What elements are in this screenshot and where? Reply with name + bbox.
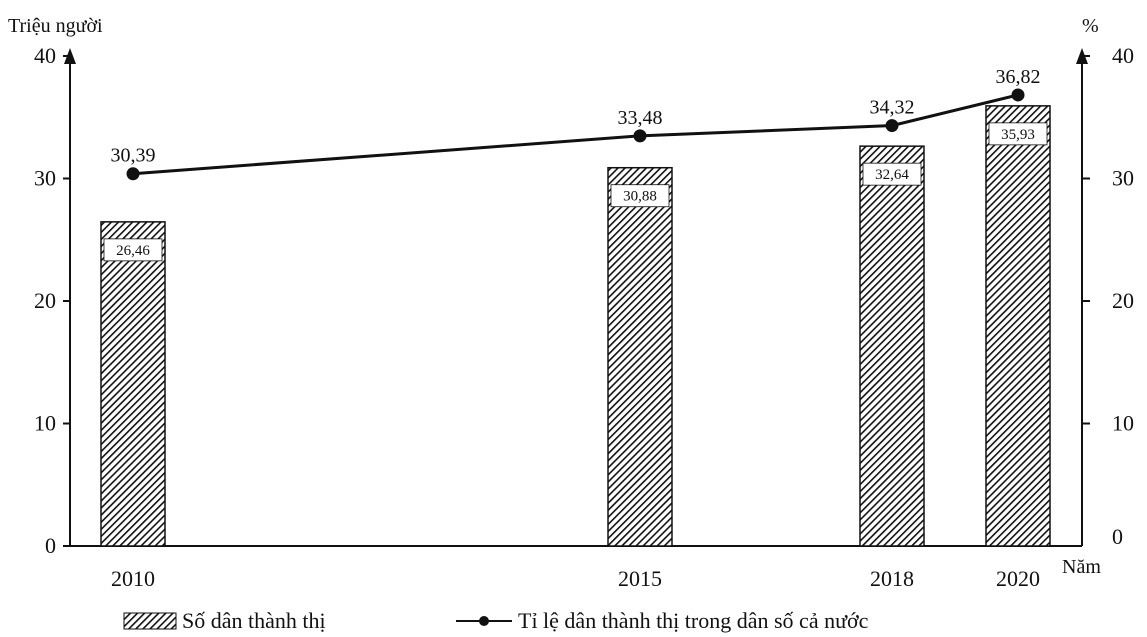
line-series: 30,39 33,48 34,32 36,82 [111,66,1041,181]
right-axis-unit-label: % [1082,15,1099,37]
bar-value-label: 26,46 [116,243,150,259]
left-tick-label: 0 [45,533,56,558]
left-tick-label: 10 [34,411,56,436]
line-point-2018 [885,119,899,133]
line-value-label: 33,48 [618,107,663,129]
bar-value-label: 35,93 [1001,127,1035,143]
legend-line-label: Tỉ lệ dân thành thị trong dân số cả nước [518,608,869,633]
left-tick-label: 40 [34,43,56,68]
line-value-label: 36,82 [996,66,1041,88]
axes [64,48,1088,547]
line-value-label: 30,39 [111,145,156,167]
bar-label-box [610,184,670,208]
bar-value-label: 30,88 [623,189,657,205]
bar-2015 [607,166,673,547]
x-tick-label: 2020 [996,566,1040,591]
bar-2010 [100,221,166,547]
legend-bar-label: Số dân thành thị [182,608,326,633]
right-tick-label: 0 [1112,524,1123,549]
legend-line-marker [479,616,489,626]
bar-label-box [103,238,163,262]
x-axis-unit-label: Năm [1062,556,1101,578]
urban-ratio-line [132,93,1019,176]
line-point-2015 [633,129,647,143]
bar-label-box [862,162,922,186]
left-axis-unit-label: Triệu người [8,15,103,37]
bar-2020 [985,105,1051,547]
line-value-label: 34,32 [870,97,915,119]
left-axis-ticks: 0 10 20 30 40 [34,43,70,558]
bar-label-box [988,122,1048,146]
right-tick-label: 20 [1112,288,1134,313]
x-tick-label: 2010 [111,566,155,591]
x-tick-label: 2018 [870,566,914,591]
right-tick-label: 30 [1112,166,1134,191]
bar-2018 [859,145,925,547]
right-axis-ticks: 0 10 20 30 40 [1082,43,1134,549]
bar-value-label: 32,64 [875,167,909,183]
x-axis-ticks: 2010 2015 2018 2020 [111,566,1040,591]
left-tick-label: 30 [34,166,56,191]
right-tick-label: 10 [1112,411,1134,436]
line-point-2020 [1011,88,1025,102]
legend: Số dân thành thị Tỉ lệ dân thành thị tro… [123,608,869,633]
x-tick-label: 2015 [618,566,662,591]
right-tick-label: 40 [1112,43,1134,68]
line-point-2010 [126,167,140,181]
left-tick-label: 20 [34,288,56,313]
legend-bar-swatch [123,612,177,630]
bar-series: 26,46 30,88 32,64 35,93 [100,105,1051,547]
